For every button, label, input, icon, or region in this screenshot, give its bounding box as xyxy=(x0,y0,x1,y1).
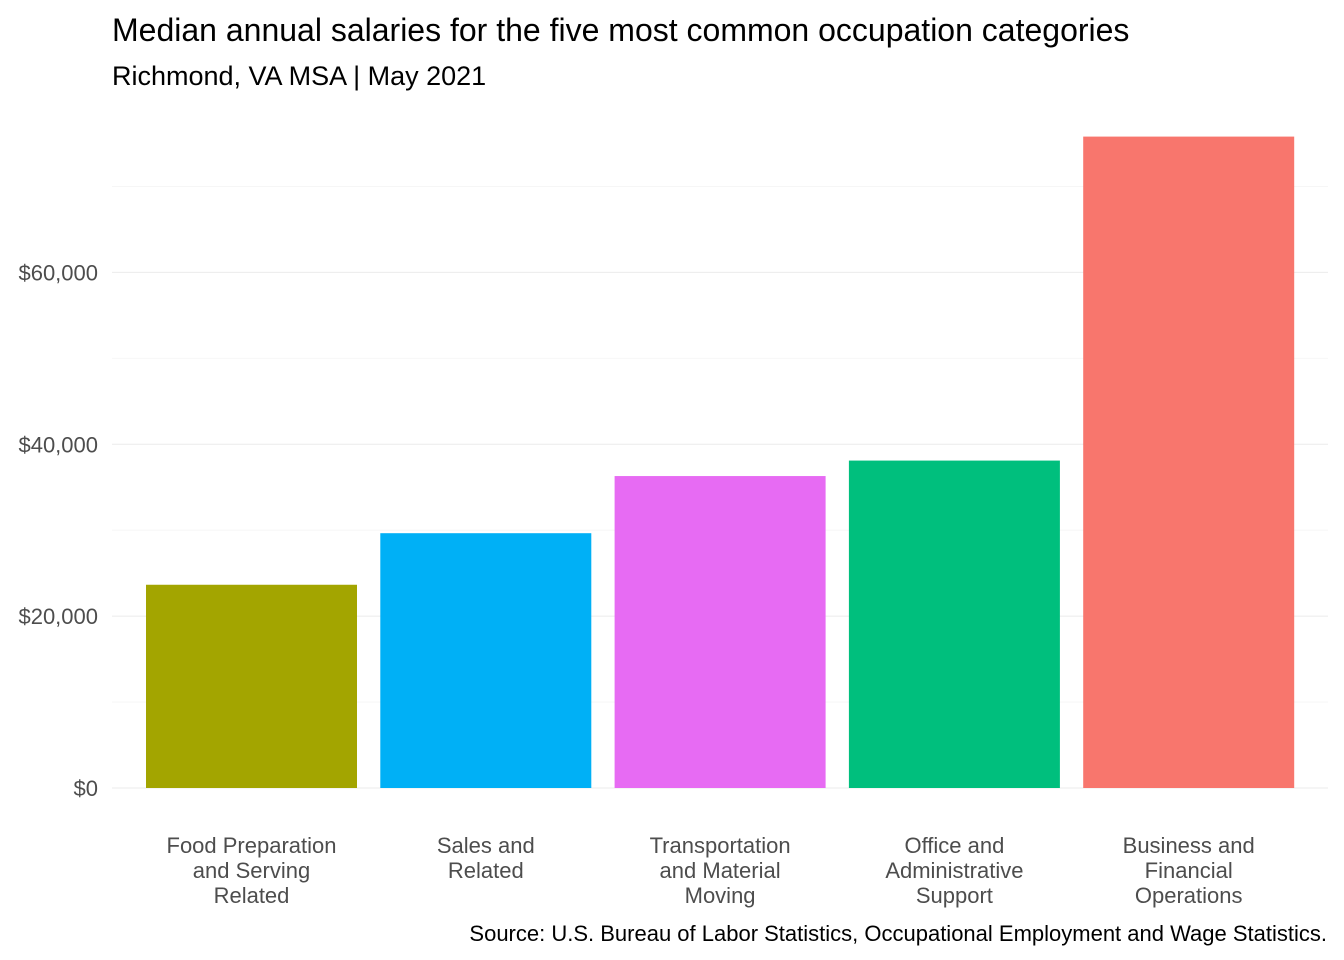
y-axis-ticks: $0 $20,000 $40,000 $60,000 xyxy=(18,260,98,801)
y-tick-label: $60,000 xyxy=(18,260,98,285)
y-tick-label: $20,000 xyxy=(18,604,98,629)
bar xyxy=(380,533,592,788)
bar xyxy=(848,460,1060,788)
chart-title: Median annual salaries for the five most… xyxy=(112,12,1129,48)
x-axis-ticks: Food Preparation and Serving Related Sales … xyxy=(167,833,1255,908)
x-tick-label: Transportation and Material Moving xyxy=(650,833,791,908)
bar xyxy=(614,476,826,788)
x-tick-label: Office and Administrative Support xyxy=(885,833,1023,908)
y-tick-label: $0 xyxy=(74,776,98,801)
bars xyxy=(146,136,1295,788)
y-tick-label: $40,000 xyxy=(18,432,98,457)
chart-subtitle: Richmond, VA MSA | May 2021 xyxy=(112,61,486,91)
x-tick-label: Sales and Related xyxy=(437,833,535,883)
bar xyxy=(146,584,357,788)
x-tick-label: Business and Financial Operations xyxy=(1123,833,1255,908)
bar xyxy=(1083,136,1295,788)
x-tick-label: Food Preparation and Serving Related xyxy=(167,833,337,908)
chart-caption: Source: U.S. Bureau of Labor Statistics,… xyxy=(469,921,1327,946)
